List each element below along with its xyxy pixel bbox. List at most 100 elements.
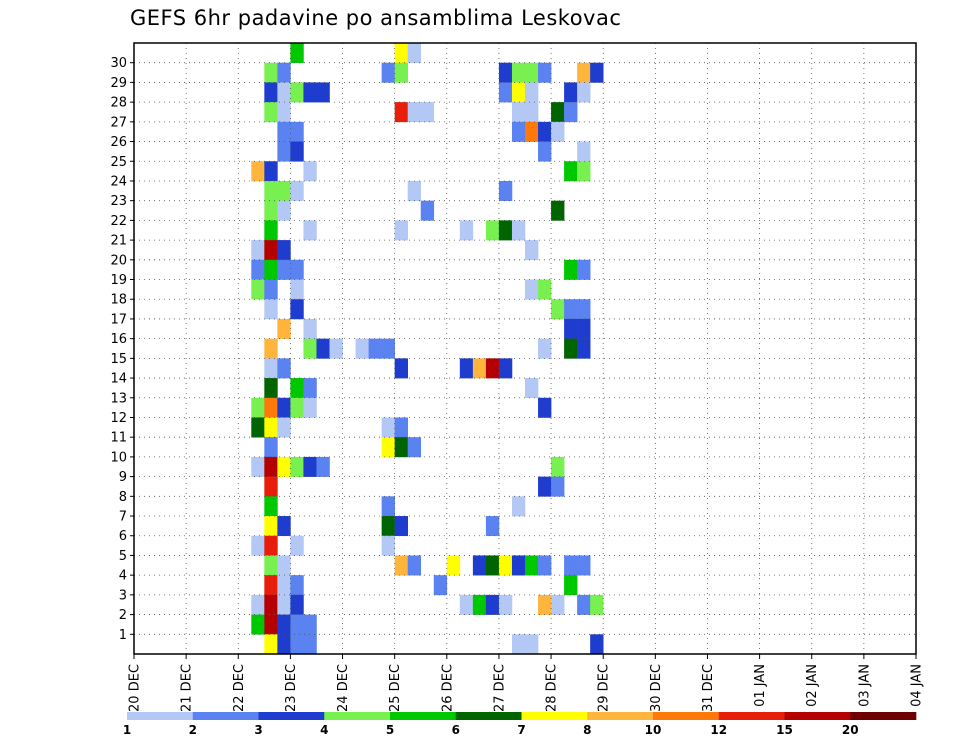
heatmap-cell [511, 555, 526, 576]
heatmap-cell [577, 141, 591, 162]
y-tick-label: 9 [119, 470, 127, 485]
y-tick-label: 7 [119, 510, 127, 525]
heatmap-cell [525, 240, 539, 261]
heatmap-cell [420, 102, 435, 123]
heatmap-cell [277, 240, 291, 261]
heatmap-cell [420, 200, 435, 221]
heatmap-cell [407, 180, 422, 201]
heatmap-cell [290, 141, 304, 162]
heatmap-cell [498, 555, 513, 576]
y-tick-label: 11 [110, 431, 127, 446]
heatmap-cell [577, 299, 591, 320]
heatmap-cell [511, 496, 526, 517]
cells-layer [251, 43, 604, 655]
heatmap-cell [277, 594, 291, 615]
heatmap-cell [498, 358, 513, 379]
heatmap-cell [277, 141, 291, 162]
heatmap-cell [251, 240, 265, 261]
legend-swatch [192, 712, 259, 720]
x-tick-label: 23 DEC [284, 664, 299, 712]
heatmap-cell [303, 161, 317, 182]
heatmap-cell [277, 516, 291, 537]
heatmap-cell [251, 456, 265, 477]
legend-swatch [718, 712, 785, 720]
heatmap-cell [303, 634, 317, 655]
heatmap-cell [277, 634, 291, 655]
y-tick-label: 14 [110, 372, 127, 387]
heatmap-cell [564, 318, 578, 339]
heatmap-cell [303, 338, 317, 359]
heatmap-cell [407, 555, 422, 576]
heatmap-cell [590, 634, 604, 655]
heatmap-cell [538, 594, 552, 615]
heatmap-cell [511, 102, 526, 123]
heatmap-cell [264, 358, 278, 379]
heatmap-cell [290, 575, 304, 596]
heatmap-cell [551, 299, 565, 320]
heatmap-cell [264, 476, 278, 497]
heatmap-cell [277, 259, 291, 280]
y-tick-label: 13 [110, 391, 127, 406]
heatmap-cell [264, 299, 278, 320]
heatmap-cell [577, 161, 591, 182]
y-tick-label: 10 [110, 450, 127, 465]
heatmap-cell [511, 220, 526, 241]
heatmap-cell [277, 82, 291, 103]
heatmap-cell [251, 417, 265, 438]
heatmap-cell [394, 417, 408, 438]
heatmap-cell [290, 634, 304, 655]
heatmap-cell [303, 397, 317, 418]
heatmap-cell [551, 456, 565, 477]
heatmap-cell [277, 62, 291, 83]
legend-label: 15 [776, 723, 793, 737]
heatmap-cell [511, 62, 526, 83]
legend-label: 10 [645, 723, 662, 737]
heatmap-cell [381, 62, 395, 83]
heatmap-cell [290, 121, 304, 142]
heatmap-cell [485, 594, 500, 615]
legend-swatch [653, 712, 720, 720]
heatmap-cell [251, 535, 265, 556]
legend-swatch [390, 712, 457, 720]
heatmap-cell [329, 338, 343, 359]
heatmap-cell [264, 240, 278, 261]
heatmap-cell [511, 82, 526, 103]
heatmap-cell [368, 338, 382, 359]
y-tick-label: 12 [110, 411, 127, 426]
x-tick-label: 04 JAN [910, 664, 925, 707]
heatmap-cell [290, 180, 304, 201]
legend-label: 7 [517, 723, 525, 737]
heatmap-cell [290, 456, 304, 477]
heatmap-cell [290, 279, 304, 300]
x-tick-label: 25 DEC [388, 664, 403, 712]
x-tick-label: 02 JAN [805, 664, 820, 707]
heatmap-cell [277, 102, 291, 123]
heatmap-cell [264, 535, 278, 556]
heatmap-cell [407, 43, 422, 64]
heatmap-cell [394, 358, 408, 379]
heatmap-cell [525, 555, 539, 576]
y-tick-label: 3 [119, 588, 127, 603]
heatmap-cell [498, 594, 513, 615]
heatmap-cell [485, 220, 500, 241]
x-tick-label: 30 DEC [649, 664, 664, 712]
heatmap-cell [277, 417, 291, 438]
heatmap-cell [264, 575, 278, 596]
heatmap-cell [264, 634, 278, 655]
y-tick-label: 17 [110, 312, 127, 327]
heatmap-cell [264, 259, 278, 280]
x-tick-label: 28 DEC [545, 664, 560, 712]
heatmap-cell [290, 535, 304, 556]
heatmap-cell [551, 200, 565, 221]
legend-swatch [455, 712, 522, 720]
legend-swatch [784, 712, 851, 720]
heatmap-cell [538, 121, 552, 142]
legend-swatch [127, 712, 194, 720]
legend-label: 3 [254, 723, 262, 737]
heatmap-cell [290, 43, 304, 64]
heatmap-cell [525, 62, 539, 83]
heatmap-cell [290, 259, 304, 280]
heatmap-cell [459, 594, 474, 615]
heatmap-cell [251, 279, 265, 300]
heatmap-cell [590, 62, 604, 83]
